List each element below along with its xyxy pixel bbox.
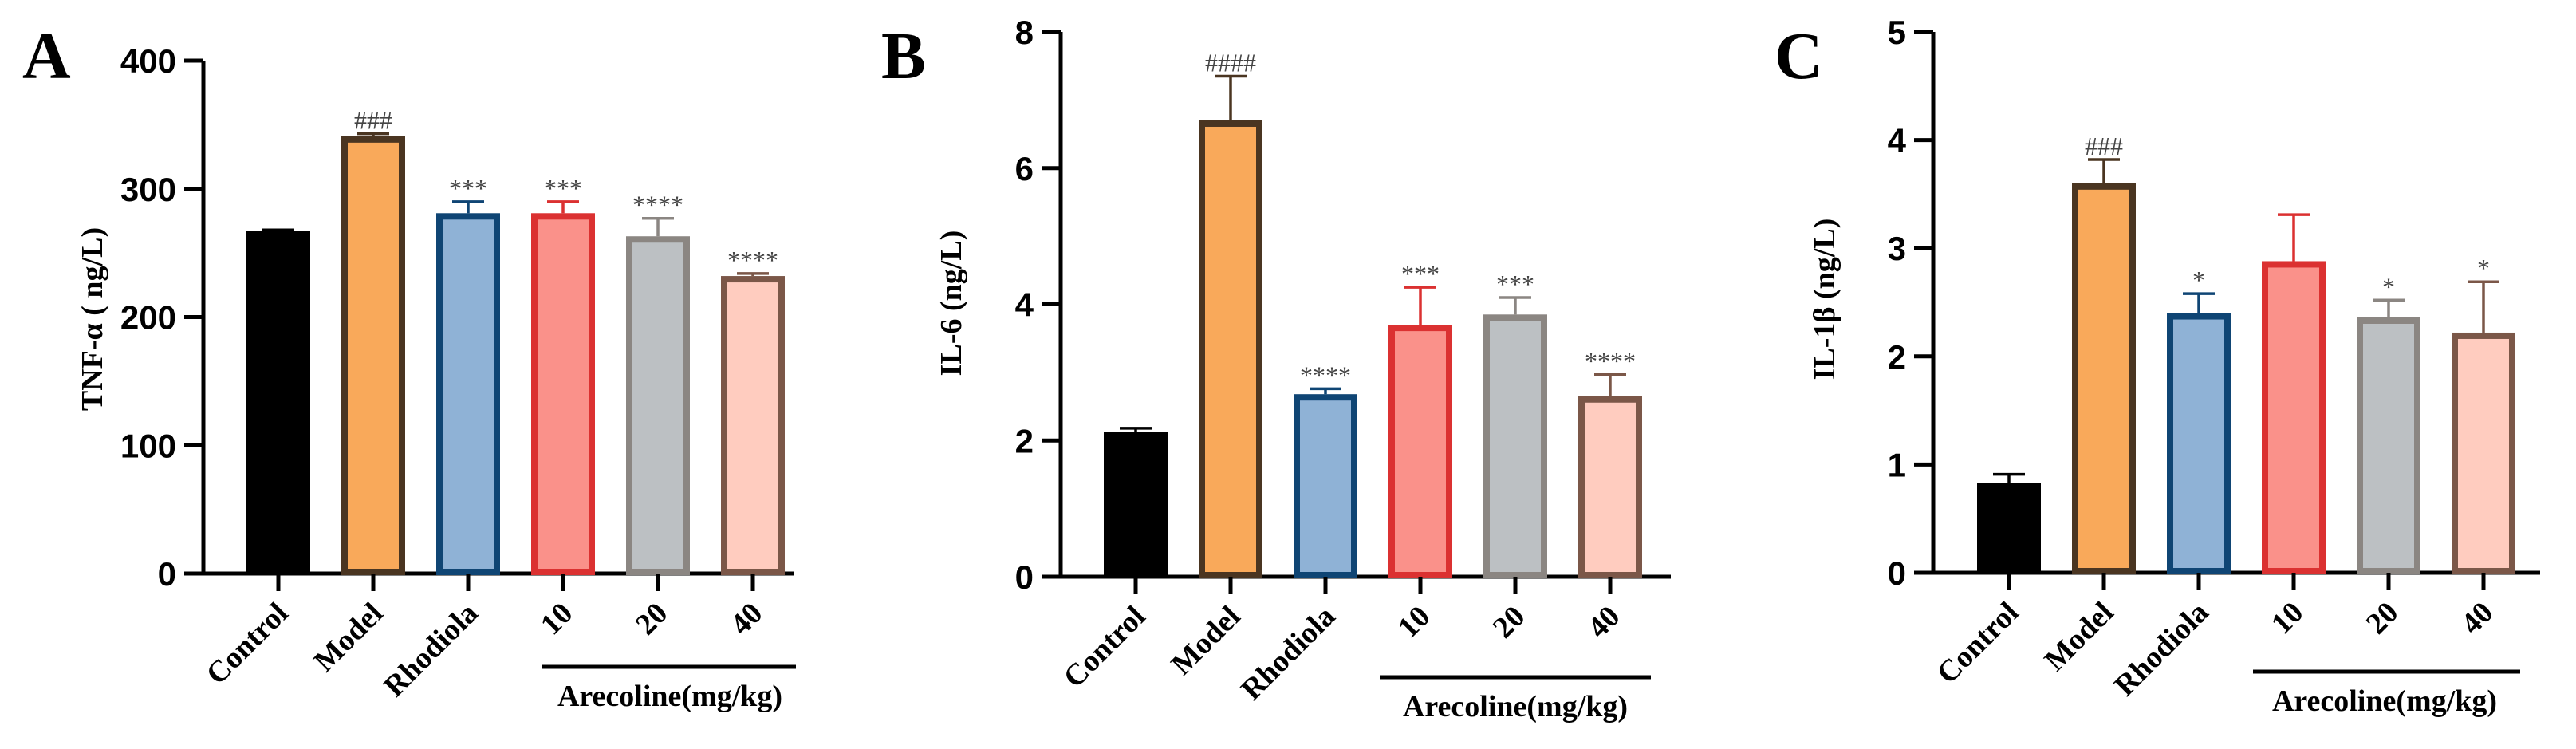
panel-b-y-tick-label: 8: [1015, 14, 1034, 51]
panel-c-x-tick-label-1: Model: [2038, 596, 2121, 678]
panel-a-bar-3: [531, 213, 595, 575]
panel-b-group-label: Arecoline(mg/kg): [1403, 690, 1628, 723]
panel-b-x-tick-label-3: 10: [1392, 600, 1437, 645]
panel-c-y-tick-label: 3: [1888, 230, 1906, 267]
panel-a-group-label: Arecoline(mg/kg): [557, 680, 782, 713]
panel-c-y-tick-label: 1: [1888, 446, 1906, 483]
panel-c-y-tick-label: 4: [1888, 122, 1907, 160]
panel-b-bar-3: [1388, 325, 1452, 578]
panel-b-x-tick-label-4: 20: [1487, 600, 1532, 645]
panel-b-bar-4: [1483, 314, 1547, 578]
panel-a-y-tick-label: 300: [120, 171, 176, 208]
panel-a-y-axis-label: TNF-α ( ng/L): [76, 227, 109, 411]
panel-b-x-tick-label-2: Rhodiola: [1235, 600, 1341, 707]
panel-c-bar-1: [2072, 183, 2136, 574]
panel-b-bar-2: [1294, 394, 1357, 578]
panel-b-bar-5: [1578, 396, 1642, 578]
panel-c-significance-1: ###: [2085, 132, 2123, 160]
panel-a-significance-3: ***: [544, 174, 582, 203]
panel-c-bar-2: [2167, 313, 2231, 574]
panel-b-y-tick-label: 4: [1015, 286, 1034, 324]
panel-c-x-tick-label-3: 10: [2265, 596, 2310, 641]
panel-a-significance-4: ****: [632, 191, 683, 219]
panel-c-significance-4: *: [2382, 272, 2395, 301]
panel-c-letter: C: [1774, 19, 1823, 93]
panel-a-bar-1: [341, 136, 405, 575]
panel-b-significance-4: ***: [1496, 270, 1534, 298]
panel-c-y-tick-label: 0: [1888, 554, 1906, 592]
panel-b-plot: 0 2 4 6 8 Control Model #### Rhodiola **** 10 *** 20…: [1015, 14, 1671, 723]
panel-c-plot: 0 1 2 3 4 5 Control Model ### Rhodiola * 10 20 * 40 * Ar…: [1888, 14, 2540, 718]
panel-c-bar-0: [1977, 483, 2041, 575]
panel-b-y-tick-label: 0: [1015, 558, 1034, 596]
panel-b-letter: B: [881, 19, 926, 93]
panel-b-significance-2: ****: [1300, 361, 1351, 389]
panel-c-y-tick-label: 2: [1888, 338, 1906, 376]
panel-a-bar-5: [721, 276, 785, 575]
panel-b-significance-1: ####: [1205, 48, 1256, 77]
panel-a-x-tick-label-2: Rhodiola: [377, 597, 484, 704]
panel-b-x-tick-label-5: 40: [1581, 600, 1627, 645]
panel-b-bar-0: [1104, 432, 1168, 578]
panel-b-y-tick-label: 6: [1015, 150, 1034, 187]
panel-a-x-tick-label-1: Model: [308, 597, 390, 679]
panel-a-significance-1: ###: [354, 106, 392, 135]
panel-a-y-tick-label: 0: [158, 555, 176, 593]
panel-b-bar-1: [1199, 120, 1262, 579]
panel-a-plot: 0 100 200 300 400 Control Model ### Rhodiola *** 1…: [120, 42, 796, 713]
panel-c: C IL-1β (ng/L): [1774, 19, 1841, 380]
panel-a-bar-2: [436, 213, 500, 575]
panel-a-bar-4: [626, 236, 690, 575]
panel-c-y-axis-label: IL-1β (ng/L): [1808, 219, 1841, 380]
panel-c-x-tick-label-0: Control: [1931, 596, 2026, 691]
panel-c-bar-4: [2357, 317, 2420, 574]
panel-c-x-tick-label-5: 40: [2455, 596, 2500, 641]
panel-b: B IL-6 (ng/L): [881, 19, 968, 376]
panel-c-x-tick-label-2: Rhodiola: [2108, 596, 2215, 703]
panel-c-group-label: Arecoline(mg/kg): [2272, 684, 2497, 718]
panel-b-y-axis-label: IL-6 (ng/L): [935, 231, 968, 376]
panel-b-x-tick-label-1: Model: [1165, 600, 1247, 682]
panel-a-significance-2: ***: [449, 174, 487, 203]
panel-a-bar-0: [246, 231, 310, 575]
panel-b-x-tick-label-0: Control: [1058, 600, 1152, 695]
panel-a-y-tick-label: 200: [120, 299, 176, 337]
panel-b-significance-5: ****: [1585, 346, 1636, 375]
panel-a-x-tick-label-4: 20: [629, 597, 675, 642]
panel-c-bar-5: [2452, 332, 2515, 574]
panel-c-x-tick-label-4: 20: [2360, 596, 2405, 641]
panel-a-x-tick-label-3: 10: [534, 597, 580, 642]
panel-a-significance-5: ****: [727, 246, 778, 274]
panel-a-y-tick-label: 400: [120, 42, 176, 80]
panel-c-significance-2: *: [2192, 266, 2205, 294]
panel-a-letter: A: [22, 19, 71, 93]
panel-b-significance-3: ***: [1401, 259, 1440, 288]
panel-a-y-tick-label: 100: [120, 427, 176, 464]
panel-c-y-tick-label: 5: [1888, 14, 1906, 51]
panel-a-x-tick-label-5: 40: [724, 597, 770, 642]
panel-c-significance-5: *: [2477, 254, 2490, 282]
panel-a-x-tick-label-0: Control: [200, 597, 295, 692]
panel-b-y-tick-label: 2: [1015, 422, 1034, 459]
panel-c-bar-3: [2262, 261, 2326, 574]
panel-a: A TNF-α ( ng/L): [22, 19, 109, 411]
